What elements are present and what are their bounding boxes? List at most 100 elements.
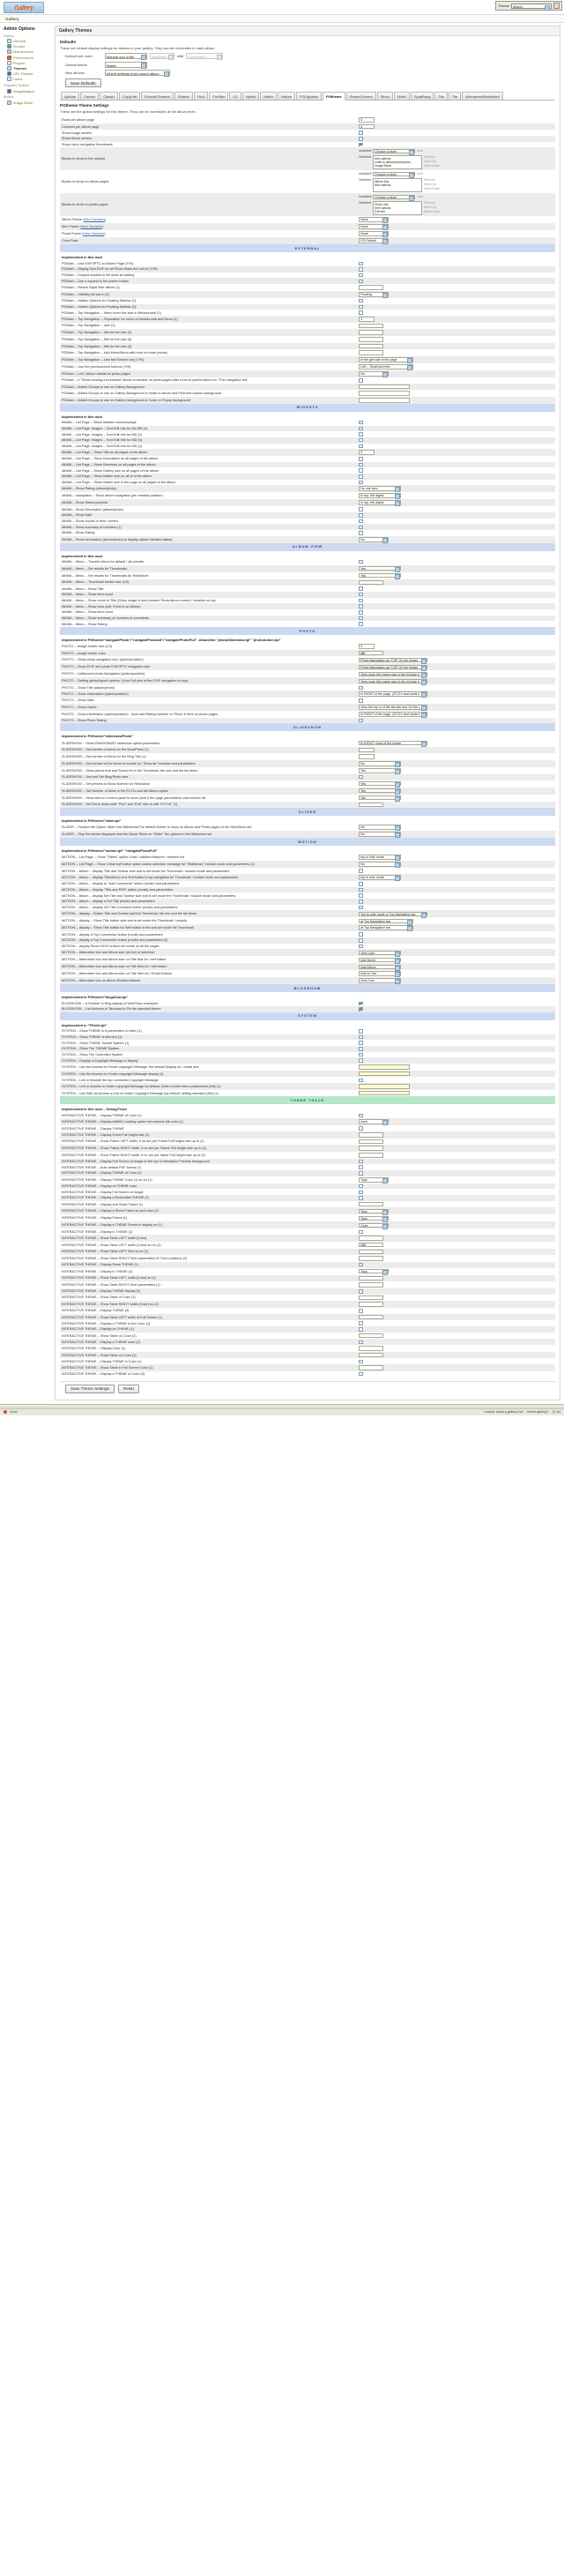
setting-checkbox[interactable] — [359, 142, 363, 147]
setting-select[interactable]: View Cart — [359, 978, 402, 984]
sidebar-item-image-block[interactable]: Image Block — [4, 100, 50, 105]
setting-text-input[interactable] — [359, 117, 375, 123]
tab-pglightbox[interactable]: PGLightbox — [296, 92, 323, 100]
setting-select-wrap[interactable]: Add Album — [359, 964, 402, 971]
tab-fluid[interactable]: Fluid — [193, 92, 209, 100]
setting-checkbox[interactable] — [359, 616, 363, 621]
setting-checkbox[interactable] — [359, 279, 363, 284]
breadcrumb[interactable]: Gallery — [0, 14, 564, 23]
setting-checkbox[interactable] — [359, 131, 363, 135]
tab-floatrix[interactable]: Floatrix — [174, 92, 193, 100]
tab-hybrid[interactable]: Hybrid — [241, 92, 260, 100]
setting-select-wrap[interactable]: No — [359, 760, 402, 767]
setting-checkbox[interactable] — [359, 1113, 363, 1118]
setting-select[interactable]: Yes — [359, 795, 402, 801]
setting-text-input[interactable] — [359, 1249, 384, 1255]
sidebar-item-users[interactable]: Users — [4, 77, 50, 82]
tab-nature[interactable]: Nature — [278, 92, 296, 100]
setting-select-wrap[interactable]: View Cart — [359, 950, 402, 957]
setting-text-input[interactable] — [359, 1090, 411, 1096]
setting-select[interactable]: top to side mode — [359, 855, 402, 861]
tab-tile[interactable]: Tile — [448, 92, 462, 100]
setting-select-wrap[interactable]: Yes — [359, 767, 402, 774]
tab-sirius[interactable]: Sirius — [376, 92, 393, 100]
list-item[interactable]: Exif info — [375, 210, 386, 214]
setting-select-wrap[interactable]: In RIGHT, show of the image — [359, 740, 428, 747]
tab-carbon[interactable]: Carbon — [80, 92, 100, 100]
add-block-button[interactable]: Add — [417, 171, 423, 175]
setting-checkbox[interactable] — [359, 1327, 363, 1332]
setting-text-input[interactable] — [359, 450, 375, 455]
setting-select-wrap[interactable]: Yes — [359, 795, 402, 802]
default-sort-direction-select[interactable]: Ascending — [150, 53, 174, 59]
setting-text-input[interactable] — [359, 1333, 384, 1339]
setting-select[interactable]: none — [359, 1119, 390, 1125]
setting-select[interactable]: Yes — [359, 572, 402, 579]
setting-checkbox[interactable] — [359, 944, 363, 949]
setting-text-input[interactable] — [359, 754, 375, 759]
setting-checkbox[interactable] — [359, 1052, 363, 1057]
tab-splatbang[interactable]: SplatBang — [410, 92, 434, 100]
setting-select-wrap[interactable]: No — [359, 536, 390, 543]
setting-checkbox[interactable] — [359, 507, 363, 511]
available-block-select[interactable]: Choose a block — [373, 194, 416, 200]
sidebar-item-general[interactable]: General — [4, 39, 50, 44]
setting-select[interactable]: Floating — [359, 291, 390, 297]
setting-select-wrap[interactable]: Tops — [359, 1268, 390, 1275]
setting-text-input[interactable] — [359, 384, 411, 390]
setting-checkbox[interactable] — [359, 137, 363, 141]
setting-text-input[interactable] — [359, 317, 375, 322]
setting-checkbox[interactable] — [359, 480, 363, 485]
setting-select-wrap[interactable]: Color — [359, 1222, 390, 1229]
setting-checkbox[interactable] — [359, 1262, 363, 1267]
setting-text-input[interactable] — [359, 579, 384, 586]
save-defaults-button[interactable]: Save Defaults — [65, 78, 101, 87]
setting-text-input[interactable] — [359, 123, 375, 130]
setting-text-input[interactable] — [359, 1132, 384, 1138]
setting-text-input[interactable] — [359, 650, 384, 656]
setting-select-wrap[interactable]: No — [359, 825, 402, 832]
setting-checkbox[interactable] — [359, 1229, 363, 1235]
setting-select-wrap[interactable]: No — [359, 371, 390, 377]
setting-select[interactable]: Tops — [359, 1268, 390, 1274]
setting-select-wrap[interactable]: No one item — [359, 486, 402, 493]
setting-select[interactable]: No — [359, 536, 390, 542]
setting-select[interactable]: No — [359, 371, 390, 377]
setting-checkbox[interactable] — [359, 298, 363, 303]
setting-checkbox[interactable] — [359, 893, 363, 898]
setting-select[interactable]: In RIGHT of the page, (ECO's and mode in… — [359, 711, 428, 717]
tab-ajaxian[interactable]: Ajaxian — [61, 92, 80, 100]
setting-checkbox[interactable] — [359, 1340, 363, 1345]
setting-text-input[interactable] — [359, 1236, 384, 1241]
setting-checkbox[interactable] — [359, 1289, 363, 1294]
setting-text-input[interactable] — [359, 747, 375, 753]
setting-checkbox[interactable] — [359, 1047, 363, 1051]
setting-select-wrap[interactable]: Yes — [359, 565, 402, 572]
setting-select-wrap[interactable]: at Top Navigation bar — [359, 918, 414, 925]
setting-checkbox[interactable] — [359, 304, 363, 310]
setting-select-wrap[interactable]: In top, left digest — [359, 493, 402, 500]
tab-matrix[interactable]: Matrix — [260, 92, 278, 100]
setting-checkbox[interactable] — [359, 610, 363, 615]
setting-select[interactable]: No — [359, 862, 402, 868]
setting-select-wrap[interactable]: Yes — [359, 572, 402, 579]
view-samples-link[interactable]: View Samples — [80, 225, 102, 229]
setting-select-wrap[interactable]: Photo Navigation per TOP, On the image — [359, 664, 428, 671]
setting-select[interactable]: Yes — [359, 565, 402, 571]
setting-checkbox[interactable] — [359, 1171, 363, 1176]
new-albums-select-wrap[interactable]: Inherit settings from parent album — [105, 70, 170, 77]
available-block-select-wrap[interactable]: Choose a block — [373, 194, 416, 201]
setting-select[interactable]: No — [359, 760, 402, 766]
setting-select-wrap[interactable]: None — [359, 224, 390, 231]
sidebar-item-themes[interactable]: Themes — [4, 65, 50, 71]
setting-select-wrap[interactable]: Floating — [359, 291, 390, 298]
setting-checkbox[interactable] — [359, 774, 363, 780]
setting-checkbox[interactable] — [359, 437, 363, 443]
setting-select-wrap[interactable]: Tops — [359, 1208, 390, 1215]
setting-select[interactable]: View the top in of the tab site and On t… — [359, 704, 428, 710]
setting-select-wrap[interactable]: No — [359, 862, 402, 869]
move-up-button[interactable]: Move Up — [424, 183, 436, 187]
setting-text-input[interactable] — [359, 1352, 384, 1358]
setting-select[interactable]: No — [359, 832, 402, 838]
setting-checkbox[interactable] — [359, 261, 363, 266]
